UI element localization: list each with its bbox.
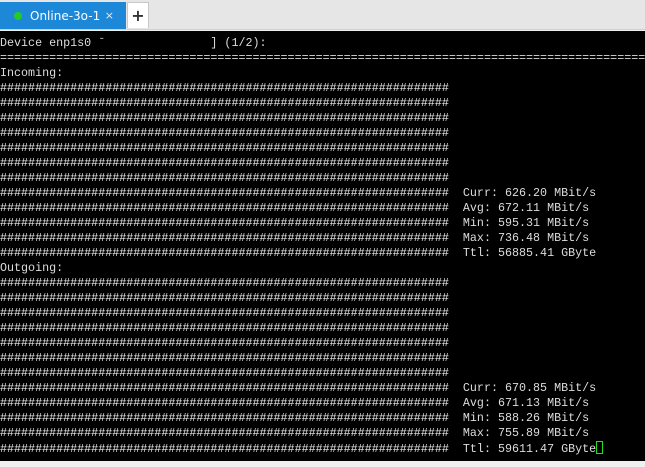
traffic-bar: ########################################… (0, 96, 449, 110)
stat-min: Min: 595.31 MBit/s (462, 216, 590, 230)
graph-row: ########################################… (0, 246, 645, 261)
stat-curr: Curr: 670.85 MBit/s (462, 381, 597, 395)
graph-row: ########################################… (0, 366, 645, 381)
connection-status-icon (14, 11, 22, 20)
traffic-bar: ########################################… (0, 246, 449, 260)
stat-ttl: Ttl: 56885.41 GByte (462, 246, 597, 260)
traffic-bar: ########################################… (0, 411, 449, 425)
stat-avg: Avg: 672.11 MBit/s (462, 201, 590, 215)
graph-row: ########################################… (0, 351, 645, 366)
traffic-bar: ########################################… (0, 442, 449, 456)
traffic-bar: ########################################… (0, 201, 449, 215)
tab-bar: Online-3o-1 × + (0, 0, 645, 30)
stat-ttl: Ttl: 59611.47 GByte (462, 442, 597, 456)
stat-avg: Avg: 671.13 MBit/s (462, 396, 590, 410)
traffic-bar: ########################################… (0, 126, 449, 140)
graph-row: ########################################… (0, 111, 645, 126)
tab-online-3o-1[interactable]: Online-3o-1 × (0, 2, 126, 29)
traffic-bar: ########################################… (0, 81, 449, 95)
stat-max: Max: 755.89 MBit/s (462, 426, 590, 440)
graph-row: ########################################… (0, 96, 645, 111)
graph-row: ########################################… (0, 231, 645, 246)
traffic-bar: ########################################… (0, 366, 449, 380)
graph-row: ########################################… (0, 336, 645, 351)
device-header: Device enp1s0 ˉ ] (1/2): (0, 36, 267, 50)
graph-row: ########################################… (0, 126, 645, 141)
graph-row: ########################################… (0, 306, 645, 321)
graph-row: ########################################… (0, 426, 645, 441)
traffic-bar: ########################################… (0, 231, 449, 245)
new-tab-button[interactable]: + (127, 2, 149, 28)
traffic-bar: ########################################… (0, 321, 449, 335)
section-label: Outgoing: (0, 261, 64, 275)
terminal-output: Device enp1s0 ˉ ] (1/2): ================… (0, 31, 645, 456)
graph-row: ########################################… (0, 321, 645, 336)
graph-row: ########################################… (0, 216, 645, 231)
traffic-bar: ########################################… (0, 171, 449, 185)
close-tab-icon[interactable]: × (104, 9, 114, 22)
traffic-bar: ########################################… (0, 216, 449, 230)
traffic-bar: ########################################… (0, 276, 449, 290)
traffic-bar: ########################################… (0, 111, 449, 125)
graph-row: ########################################… (0, 441, 645, 456)
traffic-bar: ########################################… (0, 156, 449, 170)
status-strip (0, 461, 645, 467)
traffic-bar: ########################################… (0, 306, 449, 320)
graph-row: ########################################… (0, 171, 645, 186)
terminal-cursor (596, 441, 604, 454)
graph-row: ########################################… (0, 276, 645, 291)
separator: ========================================… (0, 51, 645, 65)
graph-row: ########################################… (0, 141, 645, 156)
graph-row: ########################################… (0, 186, 645, 201)
stat-max: Max: 736.48 MBit/s (462, 231, 590, 245)
section-label: Incoming: (0, 66, 64, 80)
graph-row: ########################################… (0, 81, 645, 96)
traffic-bar: ########################################… (0, 351, 449, 365)
traffic-bar: ########################################… (0, 141, 449, 155)
traffic-bar: ########################################… (0, 336, 449, 350)
traffic-bar: ########################################… (0, 381, 449, 395)
graph-row: ########################################… (0, 291, 645, 306)
graph-row: ########################################… (0, 411, 645, 426)
traffic-bar: ########################################… (0, 396, 449, 410)
graph-row: ########################################… (0, 381, 645, 396)
tab-label: Online-3o-1 (30, 8, 101, 23)
traffic-bar: ########################################… (0, 186, 449, 200)
traffic-bar: ########################################… (0, 426, 449, 440)
graph-row: ########################################… (0, 201, 645, 216)
terminal[interactable]: Device enp1s0 ˉ ] (1/2): ================… (0, 31, 645, 461)
graph-row: ########################################… (0, 156, 645, 171)
stat-min: Min: 588.26 MBit/s (462, 411, 590, 425)
traffic-bar: ########################################… (0, 291, 449, 305)
graph-row: ########################################… (0, 396, 645, 411)
stat-curr: Curr: 626.20 MBit/s (462, 186, 597, 200)
